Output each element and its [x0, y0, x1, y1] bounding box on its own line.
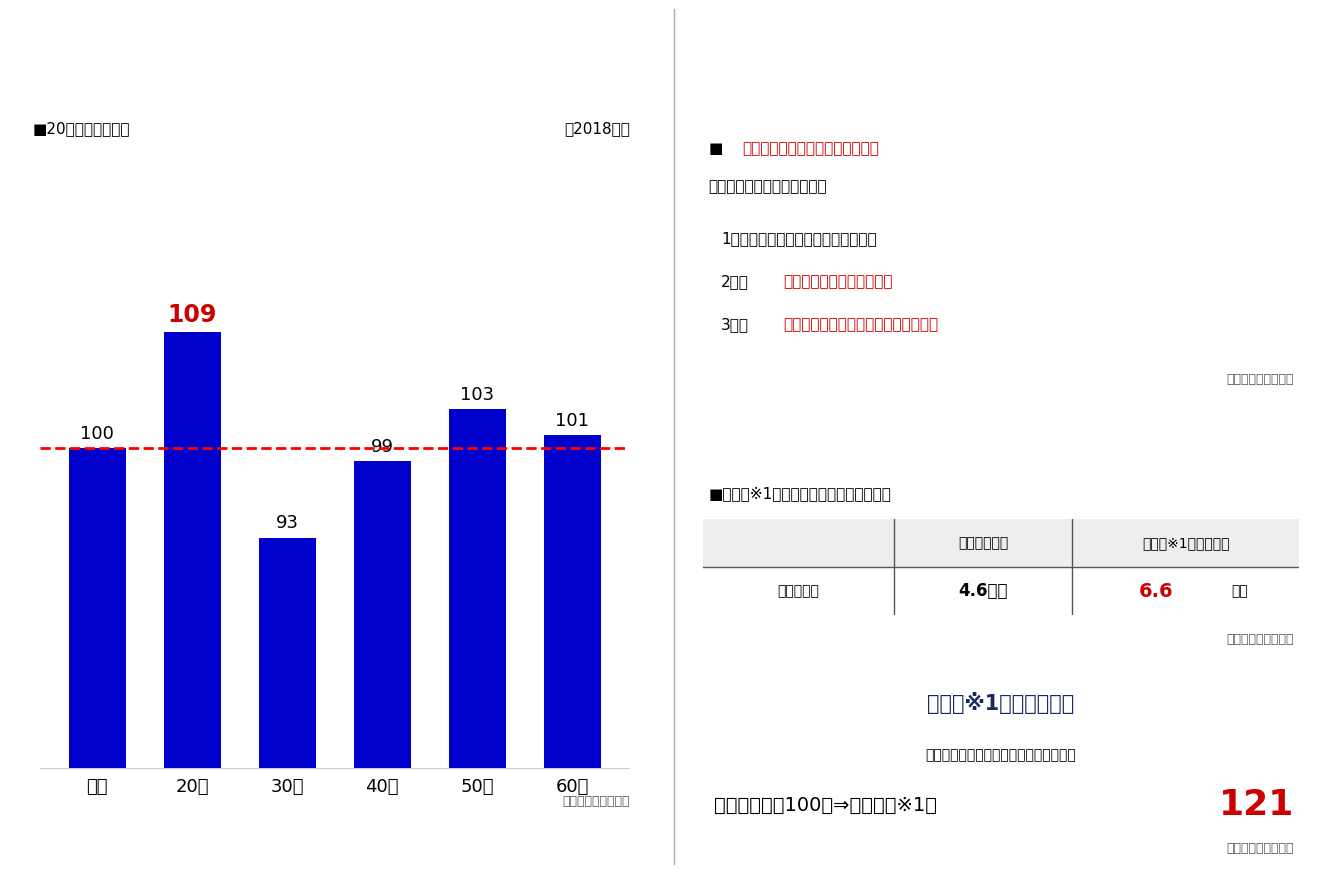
FancyBboxPatch shape: [703, 519, 1299, 567]
Text: 99: 99: [371, 437, 394, 456]
Bar: [353, 461, 411, 873]
Text: 「お部屋になじむデザイン性」が: 「お部屋になじむデザイン性」が: [743, 141, 880, 156]
Text: 部屋に置いても違和感なさそうだから: 部屋に置いても違和感なさそうだから: [783, 317, 939, 333]
Text: デザインが気に入ったから: デザインが気に入ったから: [783, 274, 893, 289]
Text: ユニ・チャーム調べ: ユニ・チャーム調べ: [1227, 374, 1293, 386]
Text: 掛除場所数: 掛除場所数: [778, 584, 819, 599]
Text: 121: 121: [1218, 788, 1293, 822]
Text: （2018年）: （2018年）: [565, 121, 631, 136]
Text: 100: 100: [80, 424, 114, 443]
Text: 109: 109: [167, 303, 217, 327]
Text: レギュラー　100　⇒　ケース※1付: レギュラー 100 ⇒ ケース※1付: [715, 796, 937, 815]
Text: ユニ・チャーム調べ: ユニ・チャーム調べ: [1227, 633, 1293, 646]
Bar: [68, 448, 126, 873]
Text: ユニ・チャーム調べ: ユニ・チャーム調べ: [562, 795, 631, 808]
Text: 全体ユーザー: 全体ユーザー: [957, 536, 1008, 551]
Bar: [258, 538, 316, 873]
Text: 3位: 3位: [720, 317, 749, 333]
Text: 2位: 2位: [720, 274, 749, 289]
Text: 103: 103: [461, 386, 494, 404]
Text: ■: ■: [708, 141, 723, 156]
Bar: [544, 435, 601, 873]
Text: 新たなニーズとして顯在化！: 新たなニーズとして顯在化！: [708, 179, 828, 195]
Text: 93: 93: [276, 514, 299, 533]
Text: 6.6: 6.6: [1138, 582, 1173, 601]
Text: 対象：ウェーブハンディワイパー使用者: 対象：ウェーブハンディワイパー使用者: [925, 748, 1077, 762]
Text: 101: 101: [556, 412, 589, 430]
Text: ケース※1付の購入意向: ケース※1付の購入意向: [928, 691, 1074, 714]
Text: ■ケース※1付ユーザーは使用場所が多い: ■ケース※1付ユーザーは使用場所が多い: [708, 485, 892, 501]
Bar: [449, 409, 506, 873]
Text: ケース※1付ユーザーの特性: ケース※1付ユーザーの特性: [915, 425, 1087, 448]
Text: ハンディワイパーの新たなニーズ: ハンディワイパーの新たなニーズ: [907, 84, 1095, 104]
Text: ヵ所: ヵ所: [1231, 584, 1248, 599]
Text: ケース※1付ユーザー: ケース※1付ユーザー: [1142, 536, 1229, 551]
Text: ハンディワイパー年代別使用率比較: ハンディワイパー年代別使用率比較: [232, 56, 431, 75]
Text: 4.6ヵ所: 4.6ヵ所: [959, 582, 1008, 601]
Text: 1位　ゴミ吸着力が高そうだったから: 1位 ゴミ吸着力が高そうだったから: [720, 230, 877, 246]
Text: ■20代で高い使用率: ■20代で高い使用率: [32, 121, 130, 136]
Bar: [163, 333, 221, 873]
Text: ユニ・チャーム調べ: ユニ・チャーム調べ: [1227, 842, 1293, 856]
